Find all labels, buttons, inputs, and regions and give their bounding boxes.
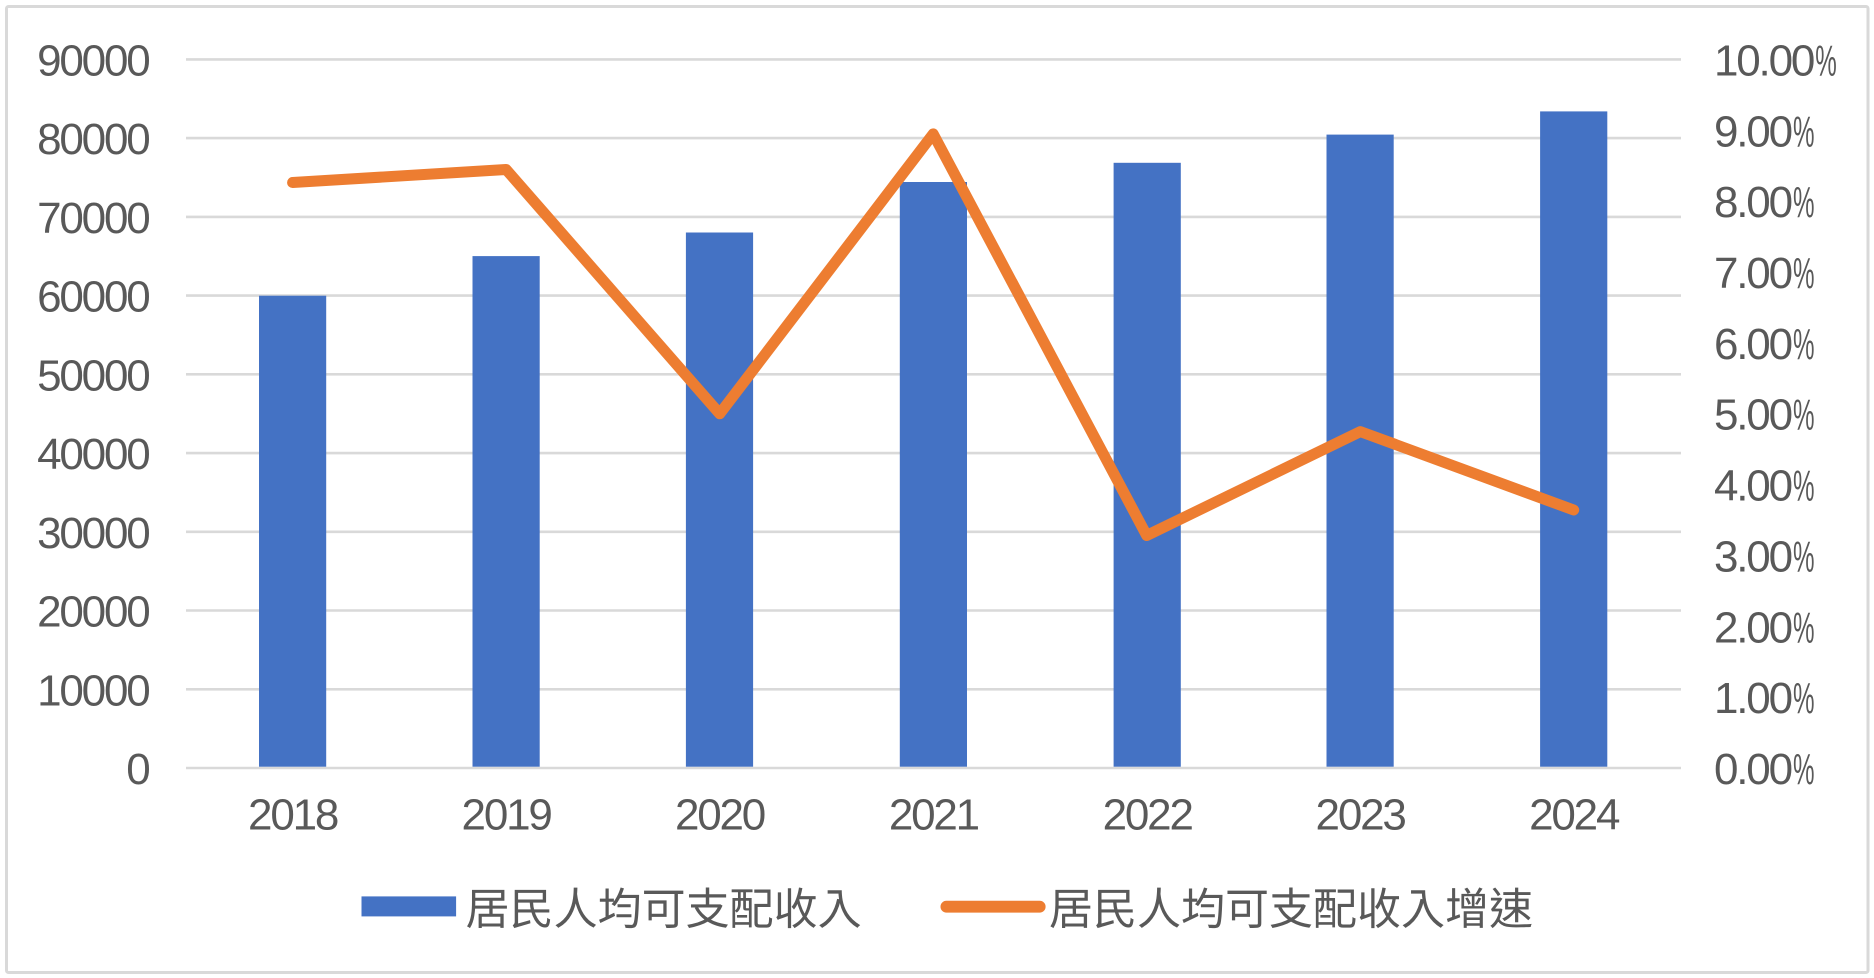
svg-text:%: % [1815,36,1836,86]
svg-text:50000: 50000 [37,351,149,400]
svg-text:10.00: 10.00 [1714,36,1814,85]
svg-text:2024: 2024 [1529,791,1620,840]
svg-text:%: % [1793,107,1814,157]
svg-text:2021: 2021 [889,791,979,840]
svg-text:%: % [1793,532,1814,582]
svg-text:%: % [1793,177,1814,227]
svg-text:1.00: 1.00 [1714,674,1792,723]
svg-text:2018: 2018 [248,791,338,840]
svg-text:0: 0 [126,745,149,794]
svg-text:0.00: 0.00 [1714,745,1792,794]
svg-text:30000: 30000 [37,509,149,558]
svg-text:5.00: 5.00 [1714,391,1792,440]
svg-text:60000: 60000 [37,273,149,322]
svg-text:10000: 10000 [37,666,149,715]
svg-text:80000: 80000 [37,115,149,164]
svg-text:%: % [1793,319,1814,369]
svg-text:%: % [1793,744,1814,794]
svg-text:2019: 2019 [462,791,552,840]
svg-text:%: % [1793,248,1814,298]
svg-text:%: % [1793,673,1814,723]
svg-text:2020: 2020 [675,791,765,840]
svg-text:%: % [1793,390,1814,440]
svg-text:70000: 70000 [37,194,149,243]
svg-text:8.00: 8.00 [1714,178,1792,227]
svg-text:20000: 20000 [37,588,149,637]
svg-text:7.00: 7.00 [1714,249,1792,298]
svg-text:4.00: 4.00 [1714,462,1792,511]
svg-text:9.00: 9.00 [1714,107,1792,156]
svg-text:3.00: 3.00 [1714,532,1792,581]
svg-text:2.00: 2.00 [1714,603,1792,652]
svg-text:40000: 40000 [37,430,149,479]
svg-text:6.00: 6.00 [1714,320,1792,369]
svg-text:%: % [1793,603,1814,653]
svg-text:2023: 2023 [1316,791,1406,840]
svg-text:%: % [1793,461,1814,511]
svg-text:90000: 90000 [37,36,149,85]
svg-text:2022: 2022 [1103,791,1193,840]
